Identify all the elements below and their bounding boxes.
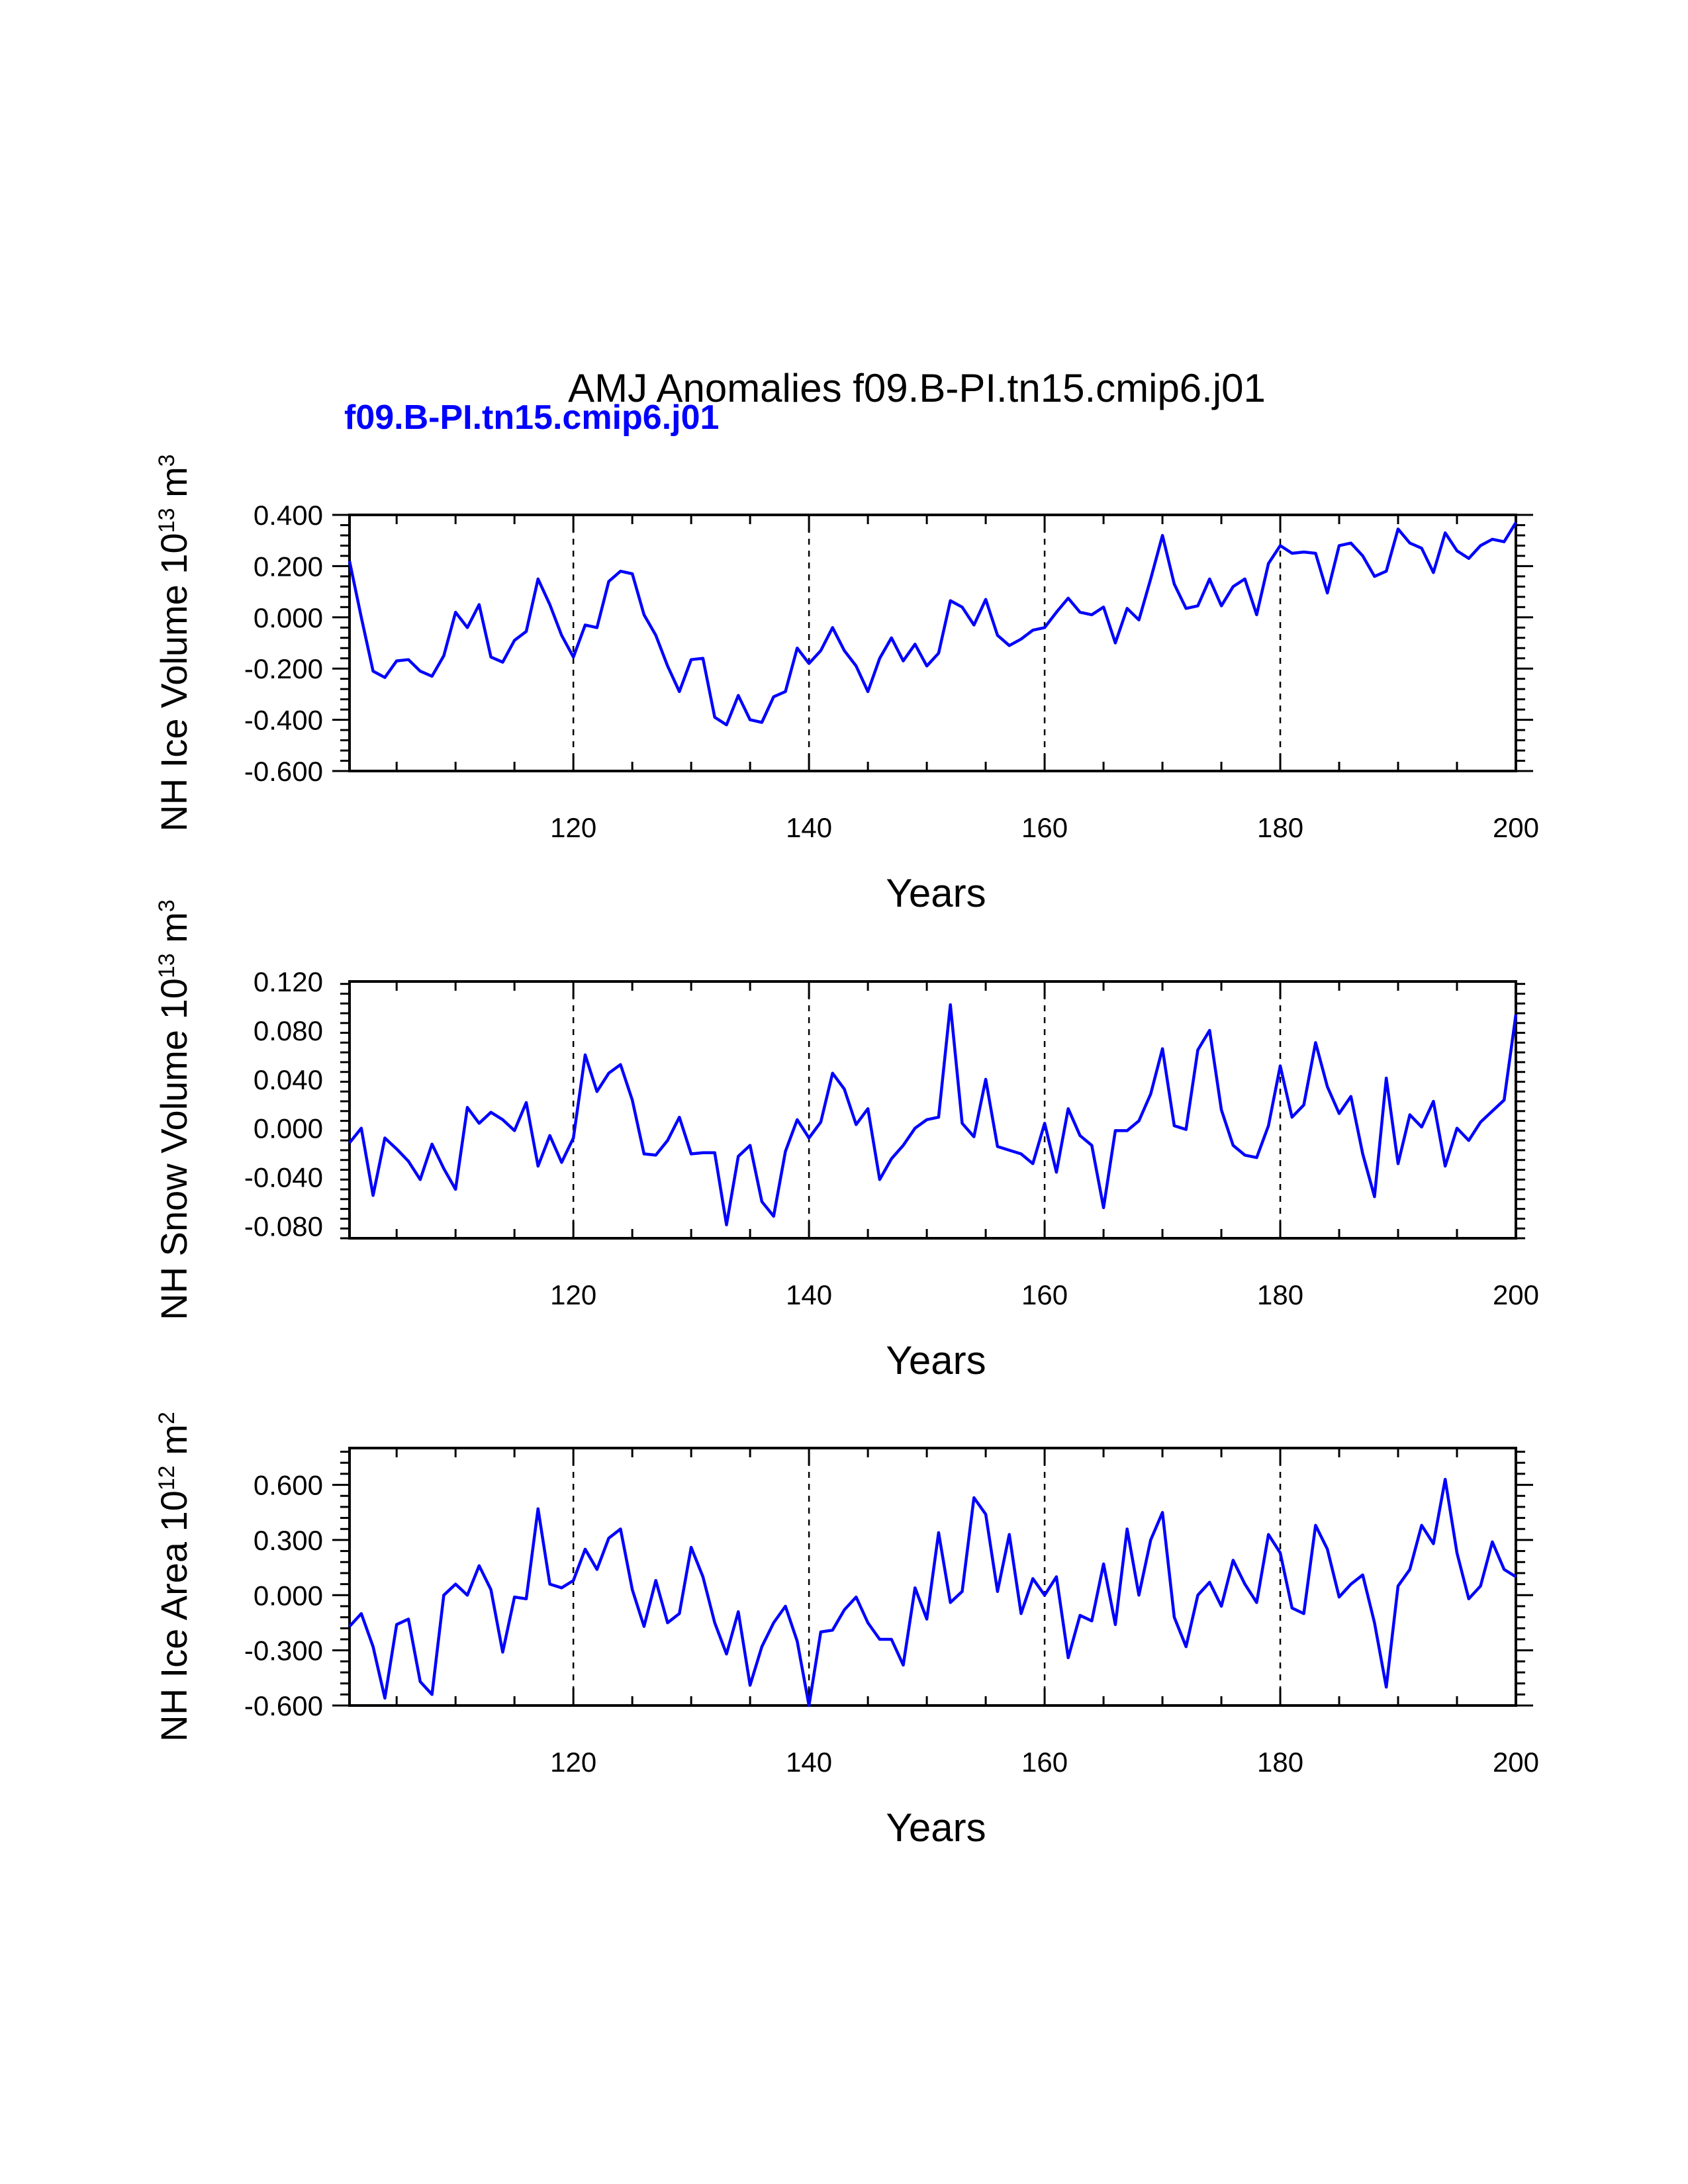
- y-tick-label: -0.400: [244, 705, 323, 736]
- x-tick-label: 160: [1021, 1279, 1068, 1310]
- x-tick-label: 120: [550, 1279, 596, 1310]
- y-tick-label: 0.120: [254, 966, 323, 997]
- series-line: [348, 1003, 1518, 1226]
- x-tick-label: 160: [1021, 1747, 1068, 1778]
- y-tick-label: -0.040: [244, 1162, 323, 1193]
- plot-frame: [348, 980, 1517, 1240]
- x-tick-label: 200: [1493, 812, 1539, 843]
- x-axis-label: Years: [886, 1805, 986, 1850]
- y-tick-label: 0.040: [254, 1064, 323, 1095]
- plot-frame: [348, 514, 1517, 772]
- x-axis-label: Years: [886, 1338, 986, 1383]
- y-axis-label: NH Snow Volume 1013 m3: [153, 899, 195, 1320]
- chart-title: AMJ Anomalies f09.B-PI.tn15.cmip6.j01: [568, 366, 1266, 410]
- chart-subtitle: f09.B-PI.tn15.cmip6.j01: [344, 398, 719, 437]
- y-tick-label: 0.300: [254, 1525, 323, 1556]
- y-axis-label: NH Ice Area 1012 m2: [153, 1412, 195, 1742]
- y-tick-label: -0.300: [244, 1635, 323, 1666]
- y-tick-label: 0.200: [254, 551, 323, 582]
- y-tick-label: 0.000: [254, 602, 323, 633]
- y-axis-label: NH Ice Volume 1013 m3: [153, 454, 195, 831]
- y-tick-label: -0.600: [244, 756, 323, 787]
- series-line: [348, 522, 1517, 727]
- x-tick-label: 180: [1257, 812, 1303, 843]
- x-tick-label: 180: [1257, 1747, 1303, 1778]
- y-tick-label: -0.600: [244, 1690, 323, 1721]
- x-tick-label: 140: [786, 1279, 832, 1310]
- y-tick-label: 0.600: [254, 1470, 323, 1501]
- x-tick-label: 120: [550, 1747, 596, 1778]
- series-line: [348, 1477, 1517, 1707]
- x-axis-label: Years: [886, 871, 986, 915]
- y-tick-label: 0.080: [254, 1015, 323, 1046]
- x-tick-label: 200: [1493, 1279, 1539, 1310]
- y-tick-label: 0.000: [254, 1113, 323, 1144]
- panel-2: 120 140 160 180 200 -0.080 -0.040 0.000 0.040 0.0…: [153, 899, 1539, 1383]
- x-tick-label: 200: [1493, 1747, 1539, 1778]
- x-tick-label: 180: [1257, 1279, 1303, 1310]
- y-tick-label: 0.000: [254, 1580, 323, 1611]
- panels: 120 140 160 180 200 -0.600 -0.400 -0.200 0.000 0.…: [153, 454, 1539, 1850]
- y-tick-label: 0.400: [254, 500, 323, 531]
- y-tick-label: -0.080: [244, 1211, 323, 1242]
- panel-1: 120 140 160 180 200 -0.600 -0.400 -0.200 0.000 0.…: [153, 454, 1539, 915]
- panel-3: 120 140 160 180 200 -0.600 -0.300 0.000 0.300 0.6…: [153, 1412, 1539, 1850]
- x-tick-label: 140: [786, 812, 832, 843]
- x-tick-label: 160: [1021, 812, 1068, 843]
- x-tick-label: 140: [786, 1747, 832, 1778]
- x-tick-label: 120: [550, 812, 596, 843]
- y-tick-label: -0.200: [244, 653, 323, 684]
